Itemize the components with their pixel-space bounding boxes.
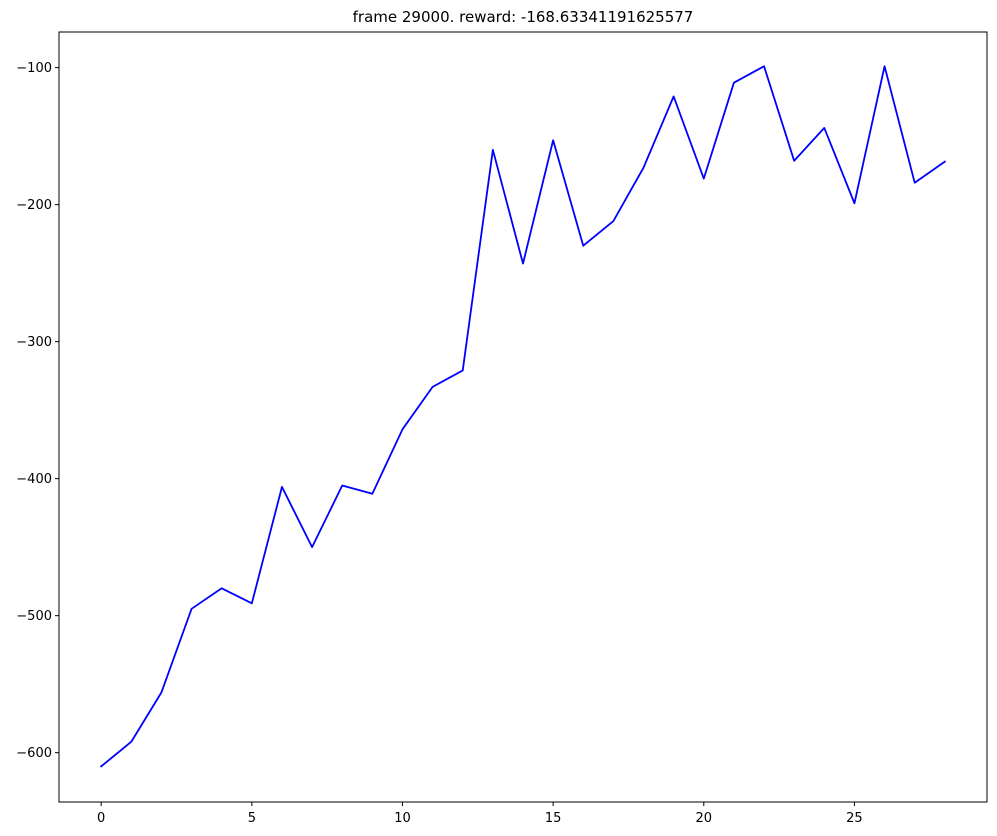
x-tick-label: 10	[394, 811, 411, 826]
x-tick-label: 15	[545, 811, 562, 826]
series-line	[99, 65, 947, 768]
y-tick-label: −600	[16, 746, 52, 761]
y-tick-label: −300	[16, 335, 52, 350]
y-tick-label: −500	[16, 609, 52, 624]
y-tick-label: −200	[16, 198, 52, 213]
y-tick-label: −400	[16, 472, 52, 487]
y-tick-label: −100	[16, 61, 52, 76]
x-tick-label: 5	[248, 811, 256, 826]
x-tick-label: 25	[846, 811, 863, 826]
x-tick-label: 20	[696, 811, 713, 826]
x-tick-label: 0	[97, 811, 105, 826]
series-layer	[99, 65, 947, 768]
chart-title: frame 29000. reward: -168.63341191625577	[353, 8, 694, 26]
y-axis: −100 −200 −300 −400 −500 −600	[16, 61, 59, 761]
plot-frame	[58, 31, 988, 803]
plot-area	[58, 31, 988, 803]
x-axis: 0 5 10 15 20 25	[97, 802, 863, 826]
